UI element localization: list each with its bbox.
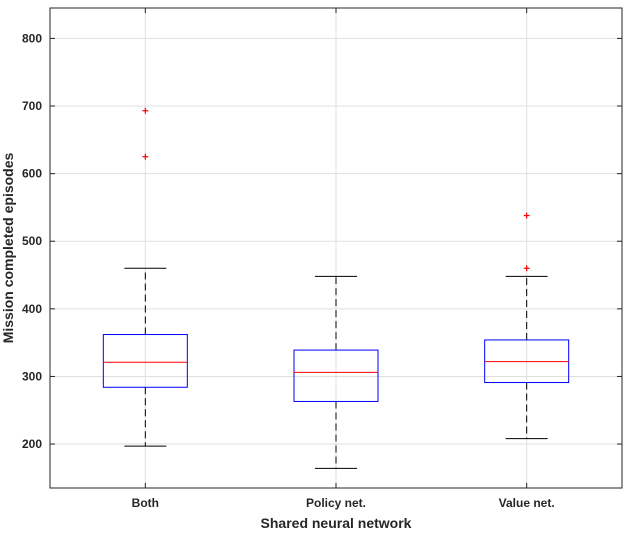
outlier-marker (523, 265, 530, 272)
y-tick-label: 600 (22, 167, 42, 181)
y-axis-title: Mission completed episodes (0, 152, 16, 343)
box-plot-value-net (484, 212, 570, 440)
y-tick-label: 800 (22, 31, 42, 45)
y-tick-label: 400 (22, 302, 42, 316)
y-tick-label: 200 (22, 437, 42, 451)
outlier-marker (523, 212, 530, 219)
box-plot-policy-net (293, 275, 379, 469)
iqr-box (102, 334, 188, 388)
box-plots (102, 107, 570, 469)
iqr-box (293, 349, 379, 402)
y-tick-label: 300 (22, 369, 42, 383)
x-tick-label: Policy net. (306, 496, 366, 510)
x-tick-label: Both (132, 496, 159, 510)
y-tick-label: 500 (22, 234, 42, 248)
y-tick-label: 700 (22, 99, 42, 113)
box-plot-both (102, 107, 188, 447)
outlier-marker (142, 153, 149, 160)
x-axis-title: Shared neural network (261, 515, 412, 531)
x-tick-label: Value net. (499, 496, 555, 510)
outlier-marker (142, 107, 149, 114)
axis-ticks: 200 300 400 500 600 700 800 Both Policy net. Valu… (22, 8, 622, 510)
